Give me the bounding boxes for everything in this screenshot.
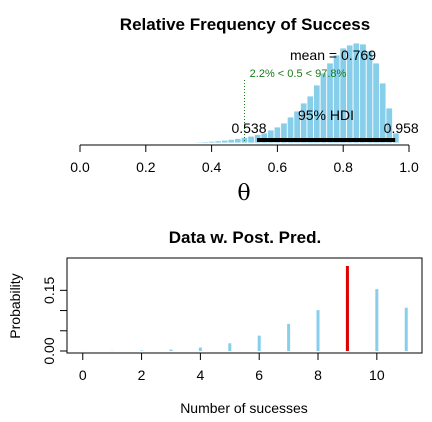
histogram-bar-9: [207, 140, 216, 144]
posterior-x-axis: 0.0 0.2 0.4 0.6 0.8 1.0: [70, 144, 419, 175]
predictive-plot-frame: [66, 257, 423, 354]
histogram-bar-12: [227, 138, 236, 144]
histogram-bar-36: [385, 107, 393, 144]
histogram-bar-34: [372, 62, 380, 144]
predictive-x-tick-label-4: 8: [314, 367, 322, 383]
predictive-title: Data w. Post. Pred.: [169, 228, 321, 247]
posterior-x-tick-label-4: 0.8: [333, 159, 353, 175]
histogram-bar-7: [194, 141, 203, 144]
hdi-high-label: 0.958: [384, 120, 419, 136]
posterior-x-tick-label-0: 0.0: [70, 159, 90, 175]
predictive-y-tick-label-3: 0.15: [41, 276, 57, 303]
predictive-x-tick-label-5: 10: [369, 367, 385, 383]
predictive-x-label: Number of sucesses: [180, 400, 308, 416]
posterior-x-tick-label-3: 0.6: [268, 159, 288, 175]
histogram-bar-11: [221, 139, 229, 144]
predictive-x-tick-label-3: 6: [255, 367, 263, 383]
histogram-bar-33: [365, 50, 374, 144]
hdi-label: 95% HDI: [298, 107, 354, 123]
predictive-bars: [81, 289, 408, 351]
hdi-low-label: 0.538: [231, 120, 266, 136]
histogram-bar-4: [175, 142, 183, 144]
predictive-x-tick-label-0: 0: [79, 367, 87, 383]
posterior-x-label: θ: [237, 181, 250, 206]
compval-annotation: 2.2% < 0.5 < 97.8%: [250, 68, 347, 80]
predictive-y-tick-label-0: 0.00: [41, 337, 57, 364]
predictive-panel: Data w. Post. Pred. 0 2 4 6 8 10 0.00 0.15 Num…: [7, 228, 423, 416]
predictive-y-label: Probability: [7, 273, 23, 338]
posterior-x-tick-label-5: 1.0: [399, 159, 419, 175]
histogram-bar-15: [247, 135, 255, 144]
predictive-y-axis: 0.00 0.15: [41, 276, 67, 365]
histogram-bar-5: [181, 141, 189, 144]
predictive-x-tick-label-1: 2: [138, 367, 146, 383]
posterior-x-tick-label-2: 0.4: [202, 159, 222, 175]
histogram-bar-8: [201, 141, 209, 144]
posterior-panel: Relative Frequency of Success 0.0 0.2 0.4 0…: [70, 15, 419, 206]
histogram-bars: [148, 42, 400, 144]
histogram-bar-6: [188, 141, 196, 144]
predictive-x-axis: 0 2 4 6 8 10: [79, 353, 385, 383]
mean-annotation: mean = 0.769: [290, 47, 376, 63]
histogram-bar-13: [234, 138, 242, 144]
posterior-title: Relative Frequency of Success: [120, 15, 370, 34]
predictive-x-tick-label-2: 4: [196, 367, 204, 383]
histogram-bar-10: [214, 140, 222, 144]
posterior-x-tick-label-1: 0.2: [136, 159, 156, 175]
